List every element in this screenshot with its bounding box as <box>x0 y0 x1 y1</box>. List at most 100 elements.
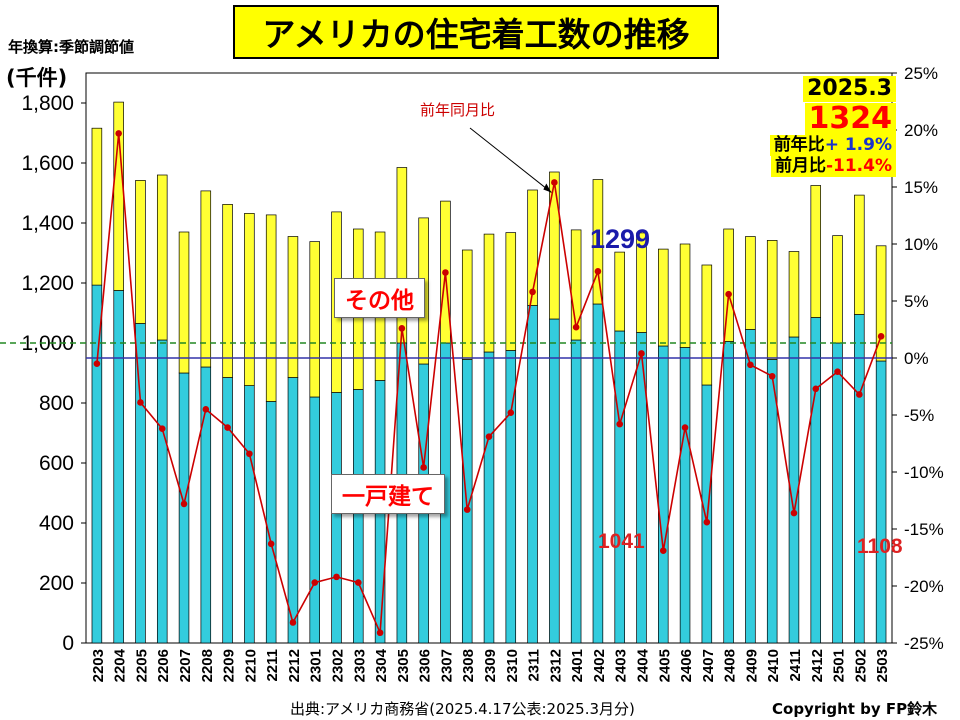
bar-single <box>178 372 190 644</box>
bar-other <box>265 214 277 402</box>
x-tick-label: 2209 <box>221 649 238 682</box>
yoy-point <box>659 547 667 554</box>
bar-single <box>549 318 560 644</box>
x-tick-label: 2407 <box>700 649 717 682</box>
x-tick-label: 2311 <box>526 649 543 682</box>
yoy-point <box>834 368 841 375</box>
bar-other <box>636 232 647 333</box>
x-tick-label: 2208 <box>199 649 216 682</box>
bar-other <box>461 249 473 360</box>
bar-single <box>135 323 146 644</box>
bar-other <box>810 185 822 318</box>
bar-single <box>810 317 822 644</box>
bar-other <box>875 245 887 362</box>
right-tick-label: 15% <box>904 178 938 197</box>
left-tick-label: 1,400 <box>21 212 74 235</box>
right-tick-label: 0% <box>904 349 929 368</box>
bar-other <box>549 171 560 320</box>
right-tick-label: 25% <box>904 64 938 83</box>
x-tick-label: 2409 <box>743 649 760 682</box>
seasonal-note: 年換算:季節調節値 <box>8 38 134 56</box>
bar-other <box>701 264 713 386</box>
right-tick-label: 5% <box>904 292 929 311</box>
bar-other <box>614 251 625 332</box>
yoy-point <box>594 268 602 275</box>
latest-yoy: 前年比+ 1.9% <box>769 135 896 156</box>
bar-other <box>723 228 734 342</box>
bar-other <box>592 179 604 305</box>
x-tick-label: 2406 <box>678 649 695 682</box>
bar-other <box>200 190 212 368</box>
bar-single <box>91 284 103 644</box>
yoy-point <box>485 433 493 440</box>
yoy-point <box>681 424 689 431</box>
bar-other <box>309 241 320 398</box>
bar-other <box>658 248 669 347</box>
bar-single <box>658 345 669 644</box>
bar-other <box>570 229 582 341</box>
yoy-point <box>267 540 275 548</box>
left-tick-label: 200 <box>39 572 74 595</box>
x-tick-label: 2310 <box>504 649 521 682</box>
bar-other <box>287 236 299 378</box>
x-tick-label: 2305 <box>395 649 412 682</box>
right-tick-label: -20% <box>904 577 944 596</box>
bar-other <box>244 213 255 386</box>
bar-single <box>854 314 865 644</box>
bar-other <box>178 231 190 374</box>
x-tick-label: 2205 <box>133 649 150 682</box>
yoy-point <box>93 360 101 368</box>
right-tick-label: -25% <box>904 634 944 653</box>
bar-single <box>745 329 756 644</box>
x-tick-label: 2405 <box>656 649 673 682</box>
bar-single <box>156 339 168 644</box>
x-tick-label: 2301 <box>308 649 325 682</box>
yoy-value: + 1.9% <box>824 135 892 155</box>
yoy-point <box>420 464 427 471</box>
left-tick-label: 400 <box>39 512 74 535</box>
x-tick-label: 2308 <box>460 649 477 682</box>
yoy-point <box>551 179 558 186</box>
yoy-point <box>180 500 188 508</box>
left-tick-label: 1,200 <box>21 272 74 295</box>
bar-other <box>483 233 495 353</box>
yoy-point <box>856 391 863 398</box>
bar-single <box>614 330 625 644</box>
yoy-point <box>638 350 645 357</box>
yoy-point <box>376 629 384 637</box>
left-tick-label: 0 <box>62 632 74 655</box>
bar-other <box>156 174 168 341</box>
callout-1299: 1299 <box>590 224 650 254</box>
x-tick-label: 2302 <box>330 649 347 682</box>
yoy-point <box>747 361 754 369</box>
bar-single <box>331 392 342 644</box>
mom-value: -11.4% <box>825 156 892 176</box>
yoy-point <box>703 518 711 526</box>
label-single: 一戸建て <box>331 474 445 514</box>
x-tick-label: 2303 <box>351 649 368 682</box>
left-tick-label: 1,600 <box>21 152 74 175</box>
yoy-point <box>812 385 820 393</box>
x-tick-label: 2402 <box>591 649 608 682</box>
bar-single <box>570 339 582 644</box>
callout-1108: 1108 <box>857 535 903 558</box>
x-tick-label: 2212 <box>286 649 303 682</box>
x-tick-label: 2204 <box>112 648 129 682</box>
x-tick-label: 2312 <box>547 649 564 682</box>
x-tick-label: 2412 <box>809 649 826 682</box>
yoy-point <box>333 573 340 581</box>
yoy-point <box>202 406 210 413</box>
bar-other <box>135 180 146 324</box>
bar-single <box>832 342 843 644</box>
bar-other <box>854 194 865 315</box>
x-tick-label: 2410 <box>765 649 782 682</box>
bar-single <box>353 389 364 644</box>
x-tick-label: 2307 <box>438 649 455 682</box>
bar-single <box>483 351 495 644</box>
bar-other <box>505 232 517 351</box>
x-tick-label: 2306 <box>417 649 434 682</box>
yoy-point <box>354 579 362 586</box>
mom-label: 前月比 <box>774 156 826 176</box>
chart-title: アメリカの住宅着工数の推移 <box>233 5 719 59</box>
latest-mom: 前月比-11.4% <box>770 156 896 177</box>
